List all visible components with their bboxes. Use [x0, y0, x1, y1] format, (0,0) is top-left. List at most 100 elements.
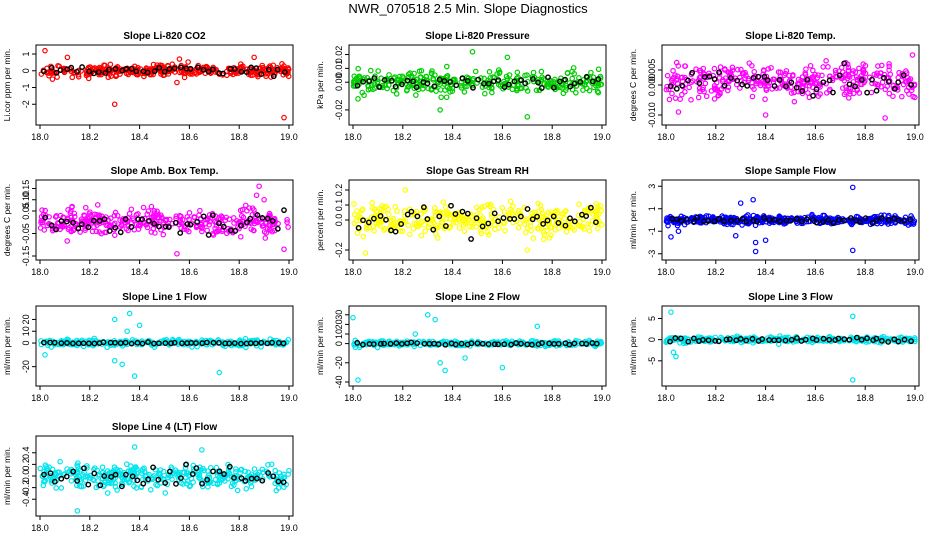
point-black	[878, 215, 885, 221]
point-yellow	[515, 224, 522, 231]
point-black	[430, 226, 437, 233]
point-black	[57, 67, 64, 73]
y-tick-label: 10	[334, 329, 344, 339]
point-magenta	[133, 211, 140, 218]
point-cyan	[196, 475, 203, 481]
point-black	[672, 335, 679, 341]
point-black	[841, 217, 847, 224]
point-yellow	[456, 225, 463, 231]
point-cyan	[40, 478, 47, 485]
y-tick-label: -5	[647, 357, 657, 365]
point-black	[248, 475, 255, 482]
point-magenta	[52, 214, 59, 220]
point-green	[552, 76, 558, 83]
point-cyan	[58, 485, 65, 491]
point-cyan	[272, 467, 278, 474]
point-black	[901, 336, 908, 343]
point-magenta	[111, 232, 118, 238]
point-black	[91, 70, 97, 77]
point-black	[53, 69, 60, 76]
point-black	[485, 220, 492, 227]
point-black	[782, 337, 789, 344]
point-black	[583, 213, 590, 219]
point-red	[263, 73, 269, 80]
point-black	[864, 89, 870, 96]
outlier-point	[261, 196, 267, 203]
outlier-point	[355, 377, 361, 383]
points	[351, 187, 605, 256]
point-magenta	[781, 72, 788, 79]
point-cyan	[77, 478, 84, 485]
x-tick-label: 18.4	[757, 267, 775, 277]
point-black	[529, 216, 536, 223]
x-tick-label: 18.6	[807, 393, 825, 403]
x-tick-label: 18.8	[543, 267, 561, 277]
x-tick-label: 18.0	[344, 267, 362, 277]
point-yellow	[586, 228, 593, 234]
point-black	[511, 78, 518, 85]
point-yellow	[351, 201, 357, 207]
point-magenta	[57, 212, 64, 219]
outlier-point	[412, 331, 419, 337]
point-black	[798, 218, 805, 225]
point-black	[583, 73, 590, 80]
point-black	[501, 84, 508, 90]
outlier-point	[849, 377, 856, 383]
point-yellow	[593, 201, 600, 207]
panel-4: Slope Amb. Box Temp. degrees C per min. 18…	[2, 166, 298, 277]
point-cyan	[285, 471, 291, 478]
point-black	[231, 340, 238, 347]
point-magenta	[163, 216, 170, 223]
point-magenta	[761, 67, 767, 74]
point-black	[254, 212, 261, 218]
point-black	[40, 339, 47, 346]
point-black	[761, 214, 767, 221]
point-yellow	[476, 206, 483, 213]
point-black	[221, 471, 227, 477]
point-red	[85, 75, 92, 82]
point-black	[393, 340, 400, 347]
point-green	[514, 69, 521, 76]
point-black	[862, 215, 869, 222]
outlier-point	[909, 52, 916, 58]
y-tick-label: 0.0	[21, 470, 31, 483]
x-tick-label: 19.0	[906, 393, 924, 403]
y-tick-label: 0.005	[647, 59, 657, 82]
point-black	[885, 217, 892, 223]
point-yellow	[390, 215, 397, 222]
y-tick-label: 0.0	[334, 214, 344, 227]
point-black	[248, 64, 255, 71]
panel-title: Slope Amb. Box Temp.	[111, 166, 219, 177]
point-cyan	[130, 466, 137, 472]
point-black	[442, 341, 449, 348]
point-magenta	[763, 85, 769, 92]
point-black	[538, 85, 545, 91]
point-black	[58, 475, 65, 482]
point-magenta	[155, 211, 161, 217]
outlier-point	[442, 367, 448, 374]
plot-frame	[35, 179, 294, 261]
point-magenta	[41, 227, 48, 233]
point-black	[145, 339, 151, 345]
y-tick-label: 0.02	[334, 46, 344, 64]
point-black	[813, 219, 820, 226]
outlier-point	[136, 322, 143, 329]
point-yellow	[381, 227, 387, 233]
point-yellow	[530, 235, 537, 241]
point-black	[238, 340, 244, 347]
point-yellow	[500, 220, 507, 227]
point-cyan	[84, 465, 90, 471]
point-yellow	[597, 203, 604, 209]
outlier-point	[462, 355, 468, 361]
point-black	[231, 66, 238, 72]
point-black	[873, 217, 880, 224]
point-black	[128, 224, 135, 230]
point-yellow	[541, 231, 548, 238]
outlier-point	[762, 237, 769, 244]
point-black	[846, 336, 853, 343]
point-black	[74, 477, 81, 484]
point-cyan	[104, 490, 111, 496]
point-green	[494, 71, 500, 77]
point-black	[820, 218, 826, 225]
